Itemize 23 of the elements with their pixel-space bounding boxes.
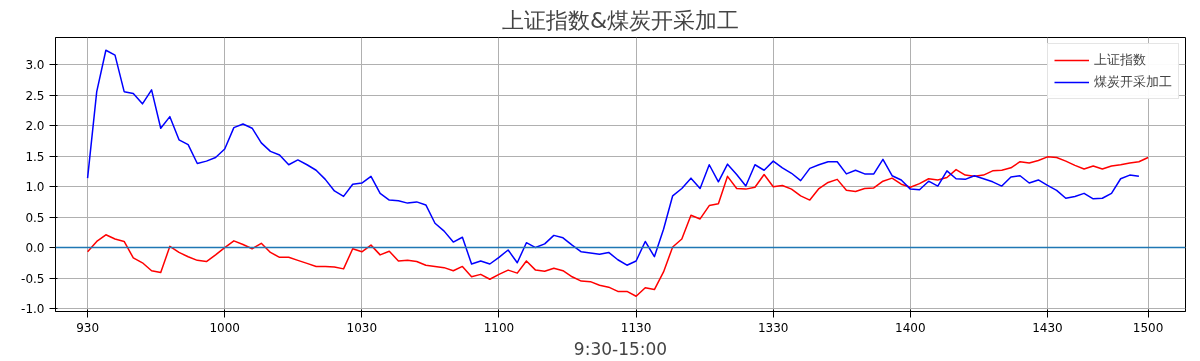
y-tick-label: -1.0 <box>21 301 45 316</box>
x-tick-label: 1130 <box>620 320 652 335</box>
y-tick-label: -0.5 <box>21 271 45 286</box>
legend-label: 煤炭开采加工 <box>1094 73 1172 91</box>
y-tick-label: 2.0 <box>25 119 45 134</box>
x-tick-label: 930 <box>76 320 100 335</box>
x-tick-label: 1400 <box>895 320 926 335</box>
chart-title: 上证指数&煤炭开采加工 <box>501 7 740 33</box>
x-tick-label: 1000 <box>209 320 240 335</box>
y-tick-label: 2.5 <box>25 88 45 103</box>
y-tick-label: 1.0 <box>25 180 45 195</box>
x-axis-title: 9:30-15:00 <box>573 338 668 359</box>
x-tick-label: 1430 <box>1032 320 1063 335</box>
x-tick-label: 1330 <box>757 320 789 335</box>
x-tick-label: 1100 <box>483 320 515 335</box>
y-tick-label: 1.5 <box>25 149 45 164</box>
x-tick-label: 1030 <box>346 320 378 335</box>
y-tick-label: 0.5 <box>25 210 45 225</box>
x-tick-label: 1500 <box>1132 320 1164 335</box>
line-series <box>86 156 1149 298</box>
legend-label: 上证指数 <box>1094 51 1146 69</box>
y-tick-label: 3.0 <box>25 58 45 73</box>
y-tick-label: 0.0 <box>25 241 45 256</box>
